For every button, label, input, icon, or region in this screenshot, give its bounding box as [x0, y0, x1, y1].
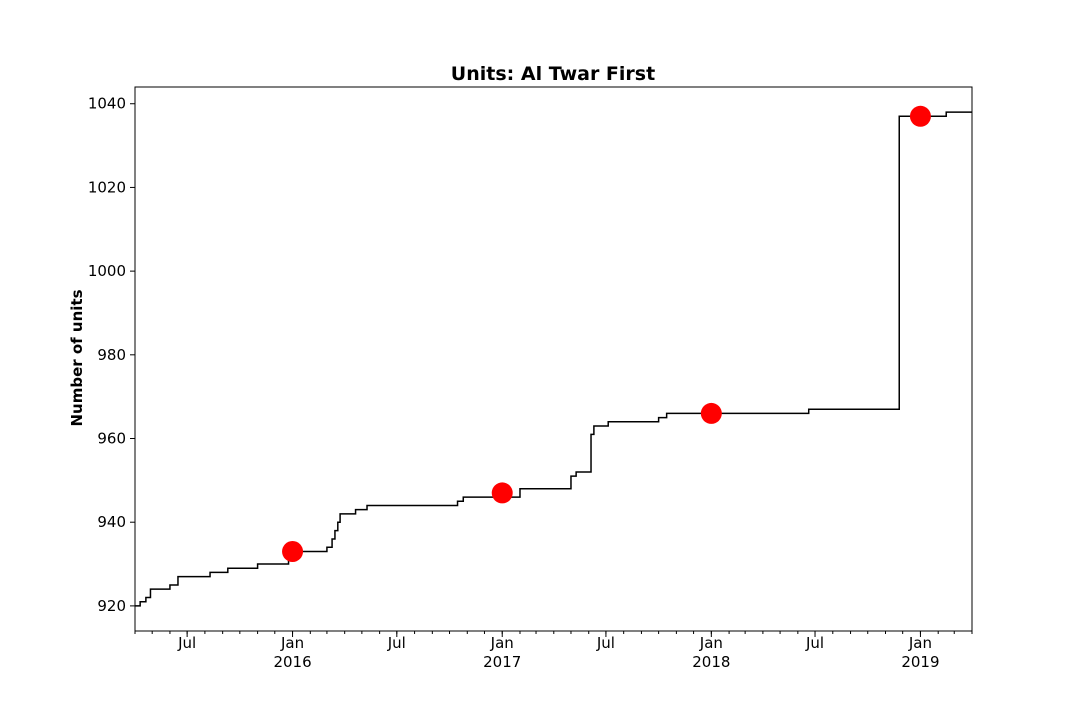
chart-title: Units: Al Twar First — [451, 63, 655, 85]
y-tick-label: 960 — [97, 430, 126, 448]
x-tick-year-label: 2019 — [901, 653, 939, 671]
x-tick-label: Jul — [387, 634, 406, 652]
y-axis-title: Number of units — [68, 289, 86, 426]
series-markers — [282, 105, 931, 562]
y-tick-label: 1020 — [88, 178, 126, 196]
data-point-marker — [282, 540, 304, 562]
plot-frame — [134, 86, 973, 632]
x-tick-label: Jul — [177, 634, 196, 652]
data-point-marker — [491, 482, 513, 504]
series-lines — [135, 111, 972, 607]
x-tick-label: Jan — [490, 634, 514, 652]
data-point-marker — [909, 105, 931, 127]
x-tick-label: Jan — [280, 634, 304, 652]
y-axis: 920 940 960 980 1000 1020 1040 — [88, 95, 135, 615]
y-tick-label: 1000 — [88, 262, 126, 280]
x-tick-label: Jul — [805, 634, 824, 652]
y-tick-label: 1040 — [88, 95, 126, 113]
x-tick-label: Jul — [596, 634, 615, 652]
x-tick-year-label: 2018 — [692, 653, 730, 671]
x-tick-year-label: 2017 — [483, 653, 521, 671]
x-tick-label: Jan — [699, 634, 723, 652]
data-point-marker — [700, 402, 722, 424]
series-step-line — [135, 111, 972, 607]
y-tick-label: 940 — [97, 513, 126, 531]
y-tick-label: 980 — [97, 346, 126, 364]
x-tick-label: Jan — [908, 634, 932, 652]
y-tick-label: 920 — [97, 597, 126, 615]
x-tick-year-label: 2016 — [273, 653, 311, 671]
